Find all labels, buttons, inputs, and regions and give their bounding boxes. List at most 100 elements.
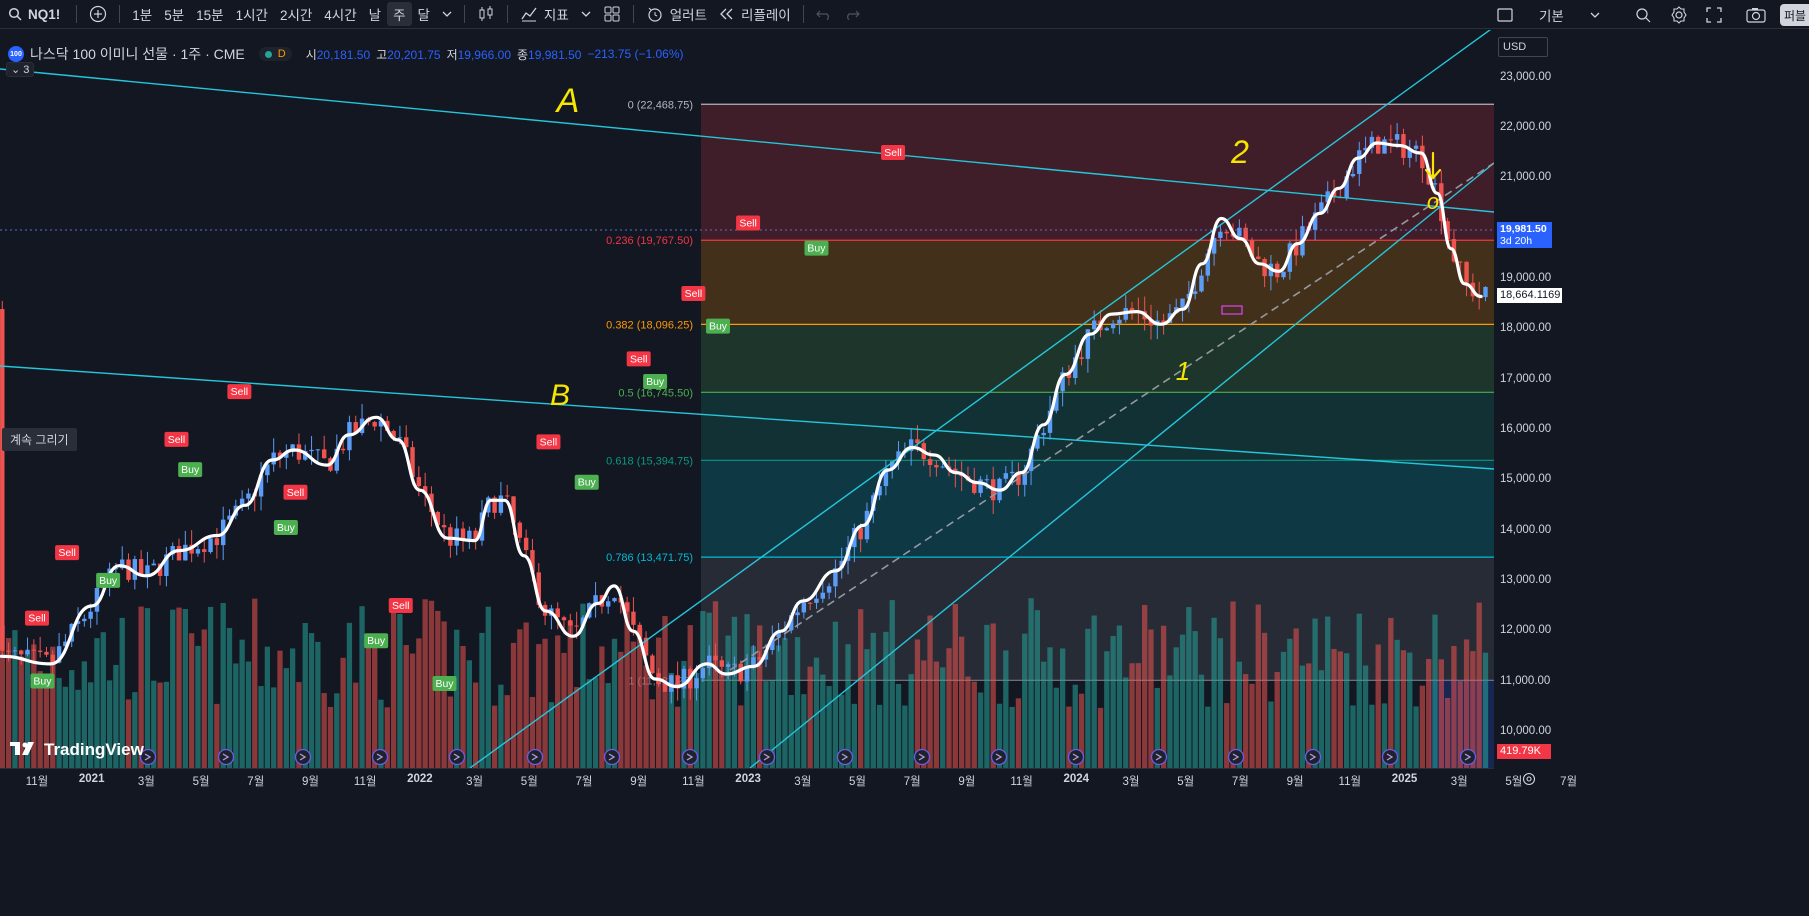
price-tick-label: 21,000.00 [1500,171,1552,184]
replay-button[interactable]: 리플레이 [713,0,797,29]
candle-body [1009,471,1015,474]
candle-body [1073,357,1078,378]
time-axis[interactable] [0,768,1494,792]
candle-body [1243,227,1248,241]
volume-bar [883,631,889,768]
publish-button[interactable]: 퍼블 [1780,4,1809,26]
interval-day[interactable]: 날 [368,8,382,23]
candle-body [612,598,617,602]
interval-week[interactable]: 주 [387,2,412,26]
candle-body [1110,323,1116,329]
symbol-search[interactable]: NQ1! [0,0,70,29]
volume-bar [1306,663,1312,768]
chart-type-button[interactable] [471,0,501,29]
volume-bar [1085,628,1091,768]
event-marker-circle [913,748,931,766]
volume-bar [586,679,592,768]
signal-badge [227,384,252,400]
volume-bar [1249,683,1255,768]
volume-bar [327,706,334,768]
collapse-indicators-button[interactable]: ⌄ 3 [6,62,35,77]
candle-body [1047,410,1053,433]
volume-bar [1299,665,1306,768]
axis-settings-icon[interactable] [1522,772,1536,789]
layouts-button[interactable] [597,0,627,29]
interval-1h[interactable]: 1시간 [235,8,268,23]
undo-button[interactable] [810,0,838,29]
volume-bar [895,683,902,768]
volume-bar [668,672,674,768]
volume-bar [1325,616,1331,768]
candlestick-icon [477,5,495,23]
candle-body [1117,319,1122,324]
volume-bar [1091,615,1097,768]
time-tick-label: 3월 [137,776,155,788]
volume-bar [567,621,573,768]
snapshot-button[interactable] [1740,0,1772,29]
interval-1m[interactable]: 1분 [132,8,153,23]
volume-bar [372,636,378,768]
interval-5m[interactable]: 5분 [164,8,185,23]
signal-badge [681,285,706,301]
time-tick-label: 11월 [682,776,705,788]
volume-bar [226,627,233,768]
indicator-templates-button[interactable] [575,0,597,29]
alerts-button[interactable]: 얼러트 [640,0,713,29]
market-status[interactable]: D [258,47,292,61]
volume-bar [971,681,977,768]
candle-body [1249,240,1255,257]
trendline-b [0,365,1494,470]
interval-2h[interactable]: 2시간 [279,8,313,23]
quick-search-button[interactable] [1628,0,1658,29]
layout-name-button[interactable]: 기본 [1533,0,1606,29]
volume-bar [1312,618,1318,768]
signal-label: Buy [33,676,52,688]
tradingview-logo[interactable]: TradingView [10,740,144,760]
candle-body [492,497,497,513]
volume-bar [1268,701,1274,768]
add-circle-icon [89,5,107,23]
price-axis[interactable] [1494,30,1554,768]
top-toolbar: NQ1! 1분 5분 15분 1시간 2시간 4시간 날 주 달 지표 [0,0,1809,29]
interval-15m[interactable]: 15분 [196,8,224,23]
legend-title[interactable]: 나스닥 100 이미니 선물 · 1주 · CME [30,46,245,62]
legend-change: −213.75 (−1.06%) [587,47,684,61]
bar-countdown: 3d 20h [1500,235,1533,247]
candle-body [814,598,819,603]
event-marker-circle [681,748,699,766]
event-markers[interactable] [139,748,1477,766]
layout-select-button[interactable] [1490,0,1520,29]
redo-button[interactable] [838,0,866,29]
signal-label: Buy [435,678,454,690]
price-tick-label: 14,000.00 [1500,523,1552,536]
volume-bar [163,681,170,768]
volume-bar [1407,652,1413,768]
volume-bar [1072,684,1078,768]
candle-body [1319,202,1324,213]
candle-body [1211,237,1217,254]
continue-drawing-button[interactable]: 계속 그리기 [2,428,77,451]
volume-bar [548,702,555,768]
fullscreen-button[interactable] [1700,0,1728,29]
candle-body [467,530,472,539]
volume-bar [637,628,643,768]
volume-bar [1476,602,1482,768]
alarm-clock-icon [646,5,664,23]
interval-4h[interactable]: 4시간 [324,8,357,23]
time-tick-label: 3월 [794,776,812,788]
interval-month[interactable]: 달 [417,8,430,23]
compare-button[interactable] [83,0,113,29]
interval-dropdown[interactable] [436,0,458,29]
volume-bar [302,622,308,768]
volume-bar [182,608,188,768]
volume-bar [940,667,946,768]
indicators-button[interactable]: 지표 [514,0,575,29]
volume-bar [731,616,738,768]
event-marker-circle [526,748,544,766]
currency-select[interactable]: USD [1498,37,1548,57]
volume-bar [1224,703,1230,768]
volume-bar [555,635,561,768]
settings-button[interactable] [1664,0,1694,29]
sell-signal: Sell [164,431,189,447]
